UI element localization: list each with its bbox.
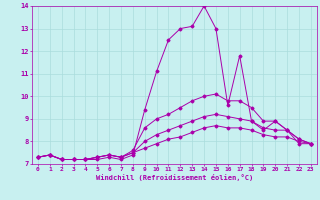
X-axis label: Windchill (Refroidissement éolien,°C): Windchill (Refroidissement éolien,°C) bbox=[96, 174, 253, 181]
